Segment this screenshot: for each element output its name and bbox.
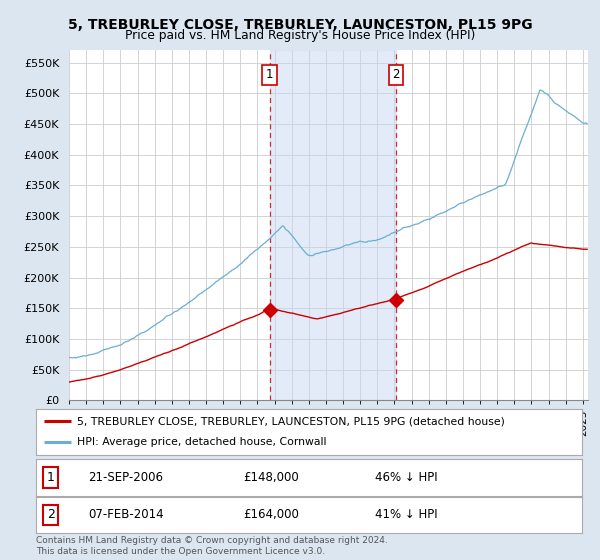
Text: HPI: Average price, detached house, Cornwall: HPI: Average price, detached house, Corn… bbox=[77, 437, 326, 447]
Text: Price paid vs. HM Land Registry's House Price Index (HPI): Price paid vs. HM Land Registry's House … bbox=[125, 29, 475, 42]
Text: 5, TREBURLEY CLOSE, TREBURLEY, LAUNCESTON, PL15 9PG: 5, TREBURLEY CLOSE, TREBURLEY, LAUNCESTO… bbox=[68, 18, 532, 32]
Text: 21-SEP-2006: 21-SEP-2006 bbox=[88, 471, 163, 484]
Text: £164,000: £164,000 bbox=[244, 508, 299, 521]
Text: 2: 2 bbox=[47, 508, 55, 521]
Text: 1: 1 bbox=[47, 471, 55, 484]
Text: 2: 2 bbox=[392, 68, 400, 81]
Text: 1: 1 bbox=[266, 68, 274, 81]
Text: £148,000: £148,000 bbox=[244, 471, 299, 484]
Bar bbox=[270, 50, 396, 400]
Text: Contains HM Land Registry data © Crown copyright and database right 2024.
This d: Contains HM Land Registry data © Crown c… bbox=[36, 536, 388, 556]
Text: 46% ↓ HPI: 46% ↓ HPI bbox=[374, 471, 437, 484]
Text: 41% ↓ HPI: 41% ↓ HPI bbox=[374, 508, 437, 521]
Text: 5, TREBURLEY CLOSE, TREBURLEY, LAUNCESTON, PL15 9PG (detached house): 5, TREBURLEY CLOSE, TREBURLEY, LAUNCESTO… bbox=[77, 416, 505, 426]
Text: 07-FEB-2014: 07-FEB-2014 bbox=[88, 508, 163, 521]
